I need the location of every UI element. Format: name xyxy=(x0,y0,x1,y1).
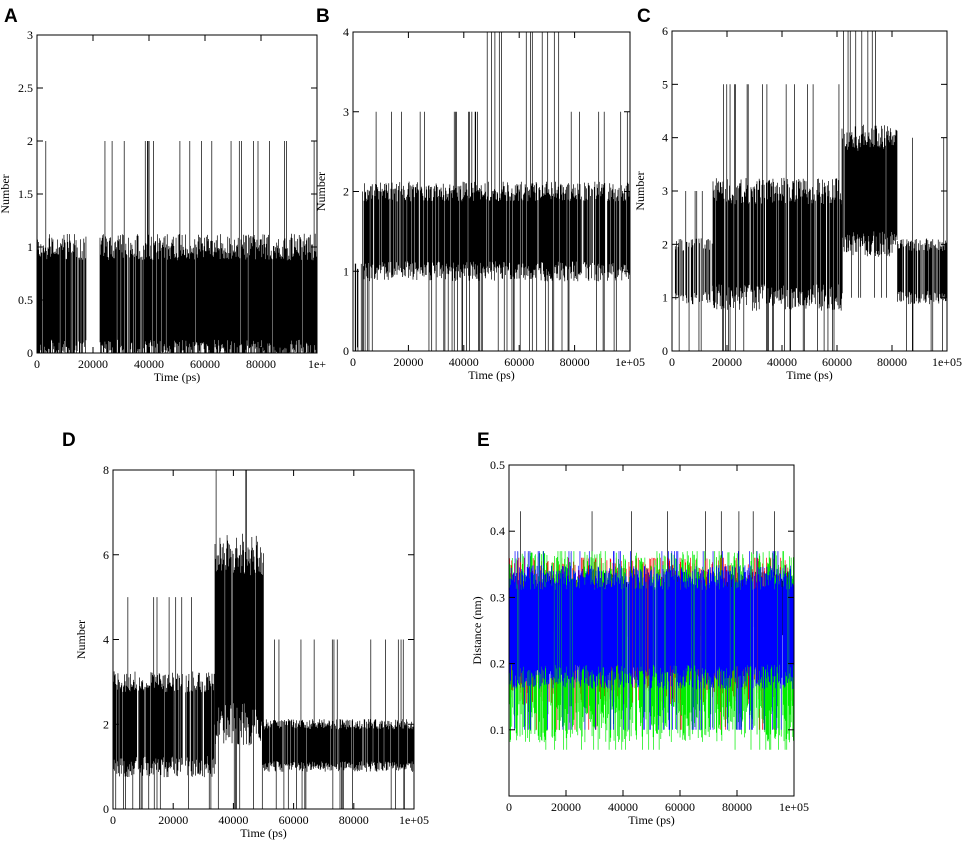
series-trace-c-0 xyxy=(674,31,947,351)
x-tick-label-d: 20000 xyxy=(158,813,188,827)
x-tick-label-e: 40000 xyxy=(608,800,638,814)
x-tick-label-c: 1e+05 xyxy=(932,355,962,369)
y-tick-label-b: 0 xyxy=(343,344,349,358)
x-tick-label-a: 0 xyxy=(34,357,40,371)
panel-letter-b: B xyxy=(316,6,330,27)
y-tick-label-e: 0.2 xyxy=(490,657,505,671)
y-tick-label-a: 2.5 xyxy=(18,81,33,95)
x-tick-label-c: 0 xyxy=(669,355,675,369)
x-tick-label-a: 20000 xyxy=(78,357,108,371)
y-tick-label-c: 6 xyxy=(662,24,668,38)
x-tick-label-b: 40000 xyxy=(449,355,479,369)
y-tick-label-b: 4 xyxy=(343,25,349,39)
y-axis-title-a: Number xyxy=(0,174,12,213)
y-tick-label-d: 0 xyxy=(103,802,109,816)
chart-e: 0 20000 40000 60000 80000 1e+05 0.1 0.2 0.3 0.4 0.… xyxy=(470,458,809,827)
x-tick-label-b: 80000 xyxy=(560,355,590,369)
chart-a: 0 20000 40000 60000 80000 1e+ 0 0.5 1 1.5 2 2.5 3 Tim… xyxy=(0,28,326,384)
y-tick-label-c: 5 xyxy=(662,77,668,91)
x-tick-label-a: 60000 xyxy=(190,357,220,371)
x-axis-title-a: Time (ps) xyxy=(154,370,201,384)
y-axis-title-c: Number xyxy=(633,171,647,210)
y-tick-label-d: 4 xyxy=(103,633,109,647)
y-axis-title-b: Number xyxy=(314,172,328,211)
plot-area-e xyxy=(509,511,794,750)
x-tick-label-e: 0 xyxy=(506,800,512,814)
chart-c: 0 20000 40000 60000 80000 1e+05 0 1 2 3 4 5 6 Time (p… xyxy=(633,24,962,382)
x-axis-title-b: Time (ps) xyxy=(468,368,515,382)
y-tick-label-e: 0.5 xyxy=(490,458,505,472)
y-tick-label-e: 0.3 xyxy=(490,590,505,604)
y-tick-label-e: 0.4 xyxy=(490,524,505,538)
x-tick-label-c: 60000 xyxy=(822,355,852,369)
panel-letter-d: D xyxy=(62,430,76,451)
panel-letter-e: E xyxy=(477,430,490,451)
plot-frame-e xyxy=(508,464,795,797)
x-axis-title-d: Time (ps) xyxy=(240,826,287,840)
x-tick-label-b: 60000 xyxy=(504,355,534,369)
x-axis-title-e: Time (ps) xyxy=(628,813,675,827)
series-trace-b-0 xyxy=(354,32,630,351)
y-axis-title-e: Distance (nm) xyxy=(470,596,484,664)
x-tick-label-e: 1e+05 xyxy=(779,800,809,814)
y-tick-label-d: 8 xyxy=(103,463,109,477)
y-tick-label-a: 1.5 xyxy=(18,187,33,201)
x-tick-label-a: 40000 xyxy=(134,357,164,371)
y-tick-label-a: 1 xyxy=(27,240,33,254)
y-tick-label-c: 1 xyxy=(662,291,668,305)
chart-panels: 0 20000 40000 60000 80000 1e+00.511.522.53Tim… xyxy=(0,24,962,840)
series-trace-d-0 xyxy=(113,470,414,809)
y-tick-label-a: 3 xyxy=(27,28,33,42)
x-tick-label-c: 20000 xyxy=(712,355,742,369)
y-tick-label-c: 3 xyxy=(662,184,668,198)
panel-letter-c: C xyxy=(637,6,651,27)
x-tick-label-d: 40000 xyxy=(218,813,248,827)
panel-letter-a: A xyxy=(4,6,18,27)
y-tick-label-c: 2 xyxy=(662,237,668,251)
x-axis-title-c: Time (ps) xyxy=(786,368,833,382)
x-tick-label-c: 80000 xyxy=(877,355,907,369)
x-tick-label-b: 20000 xyxy=(393,355,423,369)
y-tick-label-d: 6 xyxy=(103,548,109,562)
x-tick-label-d: 1e+05 xyxy=(399,813,429,827)
x-tick-label-e: 20000 xyxy=(551,800,581,814)
y-tick-label-d: 2 xyxy=(103,717,109,731)
x-tick-label-b: 0 xyxy=(350,355,356,369)
plot-area-b xyxy=(354,32,630,351)
x-tick-label-d: 60000 xyxy=(279,813,309,827)
y-tick-label-b: 3 xyxy=(343,105,349,119)
y-tick-label-e: 0.1 xyxy=(490,723,505,737)
y-tick-label-c: 4 xyxy=(662,131,668,145)
plot-area-c xyxy=(674,31,947,351)
y-axis-title-d: Number xyxy=(74,620,88,659)
y-tick-label-b: 2 xyxy=(343,185,349,199)
y-tick-label-a: 0.5 xyxy=(18,293,33,307)
x-tick-label-a: 1e+ xyxy=(308,357,326,371)
chart-d: 0 20000 40000 60000 80000 1e+05 0 2 4 6 8 Time (ps)… xyxy=(74,463,429,840)
series-trace-a-0 xyxy=(37,141,317,353)
x-tick-label-e: 80000 xyxy=(722,800,752,814)
plot-area-d xyxy=(113,470,414,809)
x-tick-label-d: 80000 xyxy=(339,813,369,827)
x-tick-label-a: 80000 xyxy=(246,357,276,371)
y-tick-label-c: 0 xyxy=(662,344,668,358)
x-tick-label-e: 60000 xyxy=(665,800,695,814)
series-trace-e-3 xyxy=(509,551,794,730)
chart-b: 0 20000 40000 60000 80000 1e+05 0 1 2 3 4 Time (ps)… xyxy=(314,25,645,382)
y-tick-label-a: 0 xyxy=(27,346,33,360)
x-tick-label-c: 40000 xyxy=(767,355,797,369)
y-tick-label-b: 1 xyxy=(343,264,349,278)
x-tick-label-d: 0 xyxy=(110,813,116,827)
y-tick-label-a: 2 xyxy=(27,134,33,148)
x-tick-label-b: 1e+05 xyxy=(615,355,645,369)
plot-area-a xyxy=(37,141,317,353)
